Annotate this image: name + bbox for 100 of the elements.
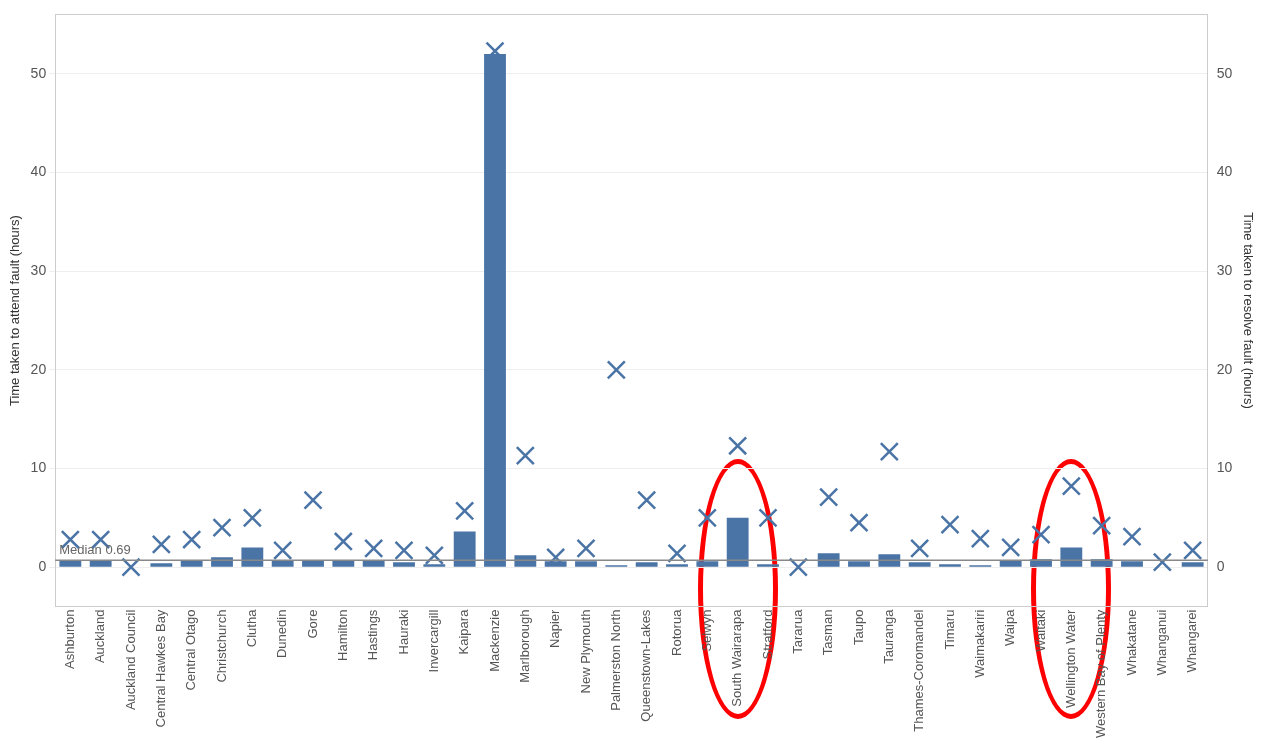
point bbox=[1000, 537, 1021, 558]
bar bbox=[453, 531, 476, 567]
point bbox=[272, 540, 293, 561]
x-tick-label: Whangarei bbox=[1184, 609, 1200, 673]
bar bbox=[1121, 561, 1143, 567]
x-tick-label: Thames-Coromandel bbox=[911, 609, 927, 732]
y-tick-label: 0 bbox=[38, 558, 47, 575]
x-tick-label: Central Otago bbox=[183, 609, 199, 691]
bar bbox=[848, 561, 870, 567]
bar bbox=[150, 563, 173, 567]
x-tick-label: Tasman bbox=[820, 609, 836, 656]
x-tick-label: Gore bbox=[304, 609, 320, 639]
x-tick-label: Hamilton bbox=[334, 609, 350, 661]
point bbox=[545, 547, 566, 568]
y2-tick-label: 40 bbox=[1216, 163, 1233, 180]
x-tick-label: Hauraki bbox=[395, 609, 411, 655]
x-tick-label: Invercargill bbox=[425, 609, 441, 673]
point bbox=[151, 534, 172, 555]
point bbox=[1061, 476, 1082, 496]
ref-line-label: Median 0.69 bbox=[59, 542, 131, 558]
point bbox=[697, 508, 718, 528]
y2-tick-label: 50 bbox=[1216, 64, 1233, 81]
point bbox=[1122, 526, 1142, 547]
point bbox=[515, 445, 536, 466]
y-tick-label: 50 bbox=[30, 64, 47, 81]
bar bbox=[241, 547, 264, 567]
bar bbox=[696, 561, 719, 567]
point bbox=[181, 529, 202, 550]
point bbox=[242, 508, 263, 528]
x-tick-label: Whanganui bbox=[1153, 609, 1169, 676]
x-tick-label: Central Hawkes Bay bbox=[152, 609, 168, 728]
point bbox=[788, 557, 809, 577]
bar bbox=[817, 553, 840, 567]
bar bbox=[575, 561, 597, 567]
point bbox=[394, 540, 414, 561]
point bbox=[606, 360, 627, 380]
point bbox=[970, 528, 991, 549]
x-tick-label: Selwyn bbox=[698, 609, 714, 652]
point bbox=[1182, 540, 1203, 561]
y-tick-label: 40 bbox=[30, 163, 47, 180]
point bbox=[636, 490, 657, 510]
bar bbox=[1060, 547, 1083, 567]
point bbox=[909, 538, 930, 559]
x-tick-label: Waimakariri bbox=[971, 609, 987, 678]
x-tick-label: Auckland Council bbox=[122, 609, 138, 711]
point bbox=[758, 508, 778, 528]
x-tick-label: Rotorua bbox=[668, 608, 684, 656]
x-tick-label: Timaru bbox=[941, 609, 957, 650]
y2-tick-label: 10 bbox=[1216, 459, 1233, 476]
y2-tick-label: 0 bbox=[1216, 558, 1225, 575]
point bbox=[849, 513, 869, 533]
y-tick-label: 30 bbox=[30, 261, 47, 278]
y2-tick-label: 20 bbox=[1216, 360, 1233, 377]
point bbox=[212, 517, 232, 538]
x-tick-label: Tauranga bbox=[880, 608, 896, 664]
x-tick-label: Napier bbox=[547, 608, 563, 648]
point bbox=[667, 543, 687, 564]
point bbox=[1152, 552, 1173, 572]
x-tick-label: Dunedin bbox=[274, 609, 290, 659]
point bbox=[303, 490, 323, 510]
point bbox=[424, 545, 445, 566]
point bbox=[1091, 515, 1112, 536]
point bbox=[363, 538, 384, 559]
x-tick-label: Western Bay of Plenty bbox=[1093, 609, 1109, 738]
point bbox=[727, 436, 748, 456]
x-tick-label: Hastings bbox=[365, 609, 381, 661]
x-tick-label: Kaipara bbox=[456, 608, 472, 655]
x-tick-label: Tararua bbox=[789, 608, 805, 654]
point bbox=[454, 501, 475, 521]
point bbox=[121, 557, 141, 577]
point bbox=[1031, 524, 1051, 545]
bar bbox=[726, 517, 749, 567]
x-tick-label: Stratford bbox=[759, 609, 775, 660]
bar bbox=[1181, 562, 1204, 567]
bar bbox=[908, 562, 931, 567]
bar bbox=[757, 564, 779, 567]
y-tick-label: 20 bbox=[30, 360, 47, 377]
point bbox=[333, 531, 354, 552]
x-tick-label: Mackenzie bbox=[486, 609, 502, 672]
bar bbox=[514, 555, 537, 567]
bar bbox=[635, 562, 658, 567]
y-axis-title: Time taken to attend fault (hours) bbox=[7, 215, 23, 407]
x-tick-label: Whakatane bbox=[1123, 609, 1139, 676]
x-tick-label: Wellington Water bbox=[1062, 608, 1078, 708]
bar bbox=[393, 562, 415, 567]
x-tick-label: South Wairarapa bbox=[729, 608, 745, 707]
y2-axis-title: Time taken to resolve fault (hours) bbox=[1240, 212, 1256, 409]
x-tick-label: Clutha bbox=[243, 608, 259, 648]
x-tick-label: Ashburton bbox=[61, 609, 77, 669]
bar bbox=[939, 564, 961, 567]
x-tick-label: Marlborough bbox=[516, 609, 532, 683]
y2-tick-label: 30 bbox=[1216, 261, 1233, 278]
x-tick-label: Waitaki bbox=[1032, 609, 1048, 652]
bar bbox=[878, 554, 901, 567]
x-tick-label: New Plymouth bbox=[577, 609, 593, 694]
x-tick-label: Waipa bbox=[1002, 608, 1018, 646]
point bbox=[818, 487, 839, 507]
x-tick-label: Palmerston North bbox=[607, 609, 623, 711]
x-tick-label: Auckland bbox=[92, 609, 108, 664]
x-tick-label: Queenstown-Lakes bbox=[638, 609, 654, 722]
